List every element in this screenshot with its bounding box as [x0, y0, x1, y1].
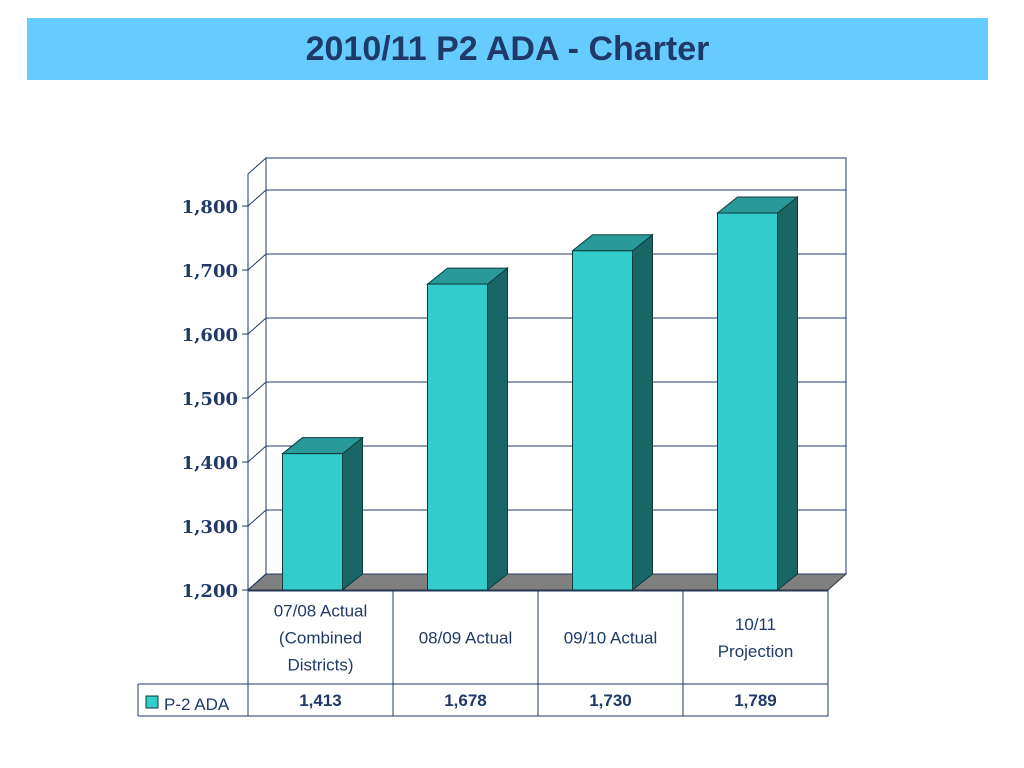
bar — [282, 453, 343, 591]
bar-side — [487, 267, 508, 592]
gridline-side — [247, 317, 267, 335]
y-tick-label: 1,400 — [182, 453, 238, 474]
gridline-side — [247, 445, 267, 463]
category-label: 10/11 — [735, 615, 776, 634]
bar — [572, 250, 633, 591]
y-tick-label: 1,800 — [182, 197, 238, 218]
gridline-side — [247, 381, 267, 399]
bar — [717, 212, 778, 591]
data-label: 1,789 — [734, 691, 777, 710]
gridline-side — [247, 253, 267, 271]
gridline-side — [247, 573, 267, 591]
bar-side — [777, 195, 798, 592]
category-label: Projection — [718, 642, 794, 661]
y-tick-label: 1,200 — [182, 581, 238, 602]
data-label: 1,678 — [444, 691, 487, 710]
page-title: 2010/11 P2 ADA - Charter — [305, 29, 710, 68]
bar-side — [342, 436, 363, 592]
category-label: 07/08 Actual — [274, 602, 368, 621]
category-label: 09/10 Actual — [564, 629, 658, 648]
gridline-side — [247, 509, 267, 527]
category-label: (Combined — [279, 629, 362, 648]
y-tick-label: 1,600 — [182, 325, 238, 346]
bar — [427, 283, 488, 591]
data-label: 1,413 — [299, 691, 342, 710]
chart-side-wall — [247, 156, 267, 592]
gridline-side — [247, 189, 267, 207]
y-tick-label: 1,300 — [182, 517, 238, 538]
y-tick-label: 1,700 — [182, 261, 238, 282]
title-bar: 2010/11 P2 ADA - Charter — [27, 18, 988, 80]
data-label: 1,730 — [589, 691, 632, 710]
legend-entry: P-2 ADA — [164, 695, 230, 714]
bar-side — [632, 233, 653, 592]
y-tick-label: 1,500 — [182, 389, 238, 410]
category-label: 08/09 Actual — [419, 629, 513, 648]
category-label: Districts) — [287, 656, 353, 675]
legend-swatch — [145, 695, 159, 709]
